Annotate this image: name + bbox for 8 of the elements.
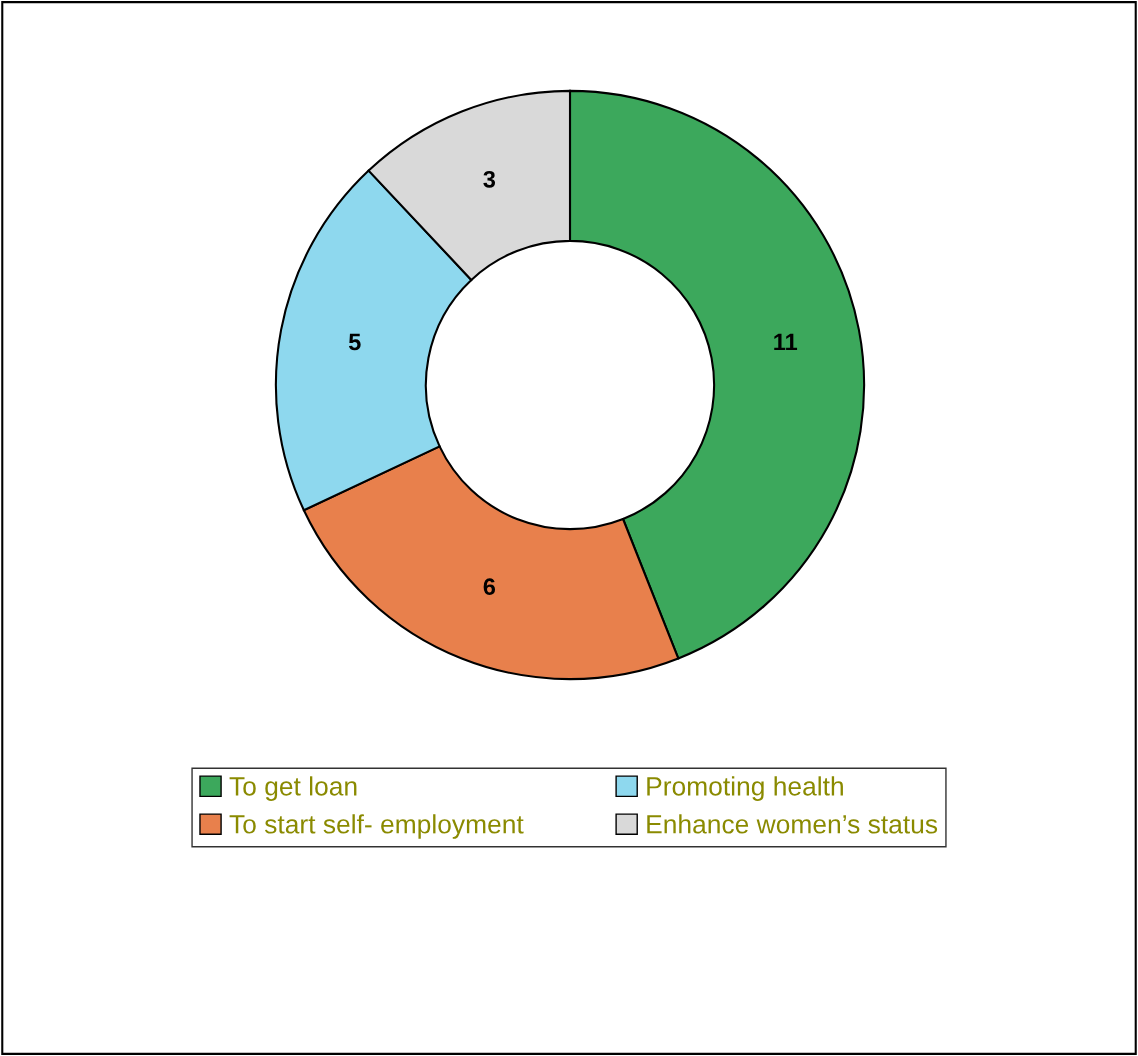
legend-label: To get loan [229,776,357,801]
data-label: 6 [483,578,496,596]
data-label: 11 [774,333,798,351]
data-label: 3 [483,170,496,188]
legend-label: Enhance women’s status [647,814,938,834]
legend-label: To start self- employment [229,814,524,839]
data-label: 5 [348,333,361,351]
legend-label: Promoting health [647,776,843,801]
